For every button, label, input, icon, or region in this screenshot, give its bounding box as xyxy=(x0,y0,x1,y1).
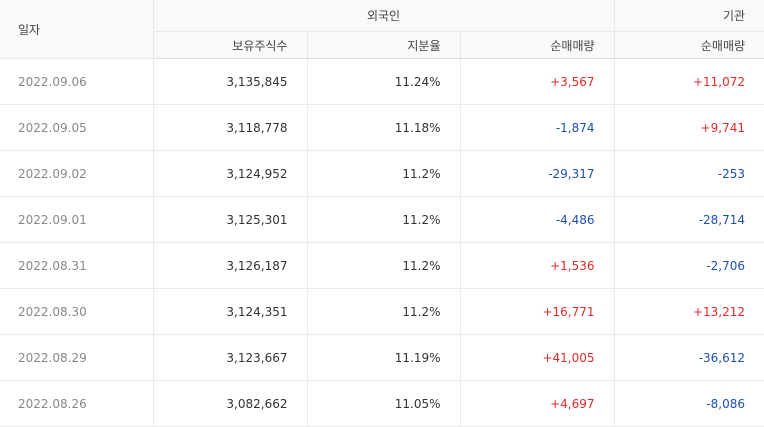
foreign-net-cell: +41,005 xyxy=(460,334,615,381)
ratio-cell: 11.2% xyxy=(307,242,461,289)
date-cell: 2022.09.01 xyxy=(0,196,154,243)
holdings-cell: 3,126,187 xyxy=(153,242,308,289)
ratio-cell: 11.19% xyxy=(307,334,461,381)
foreign-net-cell: +1,536 xyxy=(460,242,615,289)
holdings-cell: 3,123,667 xyxy=(153,334,308,381)
ratio-column-header: 지분율 xyxy=(307,31,461,59)
ratio-cell: 11.05% xyxy=(307,380,461,427)
date-cell: 2022.09.06 xyxy=(0,58,154,105)
ratio-cell: 11.2% xyxy=(307,150,461,197)
foreign-net-cell: -4,486 xyxy=(460,196,615,243)
institution-net-cell: +11,072 xyxy=(614,58,764,105)
date-cell: 2022.08.30 xyxy=(0,288,154,335)
foreign-net-cell: -29,317 xyxy=(460,150,615,197)
foreign-net-column-header: 순매매량 xyxy=(460,31,615,59)
table-row: 2022.08.30 3,124,351 11.2% +16,771 +13,212 xyxy=(0,288,764,335)
holdings-cell: 3,124,351 xyxy=(153,288,308,335)
date-cell: 2022.08.26 xyxy=(0,380,154,427)
institution-net-cell: -253 xyxy=(614,150,764,197)
ratio-cell: 11.2% xyxy=(307,196,461,243)
holdings-cell: 3,125,301 xyxy=(153,196,308,243)
date-column-header: 일자 xyxy=(0,0,154,59)
foreign-net-cell: +4,697 xyxy=(460,380,615,427)
table-row: 2022.08.26 3,082,662 11.05% +4,697 -8,086 xyxy=(0,380,764,427)
institution-net-cell: +9,741 xyxy=(614,104,764,151)
table-row: 2022.09.05 3,118,778 11.18% -1,874 +9,741 xyxy=(0,104,764,151)
date-cell: 2022.09.05 xyxy=(0,104,154,151)
institution-net-cell: +13,212 xyxy=(614,288,764,335)
table-row: 2022.09.01 3,125,301 11.2% -4,486 -28,714 xyxy=(0,196,764,243)
institution-net-column-header: 순매매량 xyxy=(614,31,764,59)
holdings-column-header: 보유주식수 xyxy=(153,31,308,59)
table-row: 2022.08.29 3,123,667 11.19% +41,005 -36,612 xyxy=(0,334,764,381)
ratio-cell: 11.2% xyxy=(307,288,461,335)
table-row: 2022.09.06 3,135,845 11.24% +3,567 +11,072 xyxy=(0,58,764,105)
foreign-group-header: 외국인 xyxy=(153,0,615,32)
date-cell: 2022.08.29 xyxy=(0,334,154,381)
institution-net-cell: -36,612 xyxy=(614,334,764,381)
foreign-net-cell: +3,567 xyxy=(460,58,615,105)
holdings-cell: 3,124,952 xyxy=(153,150,308,197)
foreign-net-cell: +16,771 xyxy=(460,288,615,335)
table-row: 2022.08.31 3,126,187 11.2% +1,536 -2,706 xyxy=(0,242,764,289)
table-row: 2022.09.02 3,124,952 11.2% -29,317 -253 xyxy=(0,150,764,197)
institution-net-cell: -2,706 xyxy=(614,242,764,289)
holdings-cell: 3,135,845 xyxy=(153,58,308,105)
ratio-cell: 11.18% xyxy=(307,104,461,151)
institution-net-cell: -8,086 xyxy=(614,380,764,427)
table-body: 2022.09.06 3,135,845 11.24% +3,567 +11,072 20… xyxy=(0,58,764,427)
institution-net-cell: -28,714 xyxy=(614,196,764,243)
holdings-cell: 3,082,662 xyxy=(153,380,308,427)
holdings-cell: 3,118,778 xyxy=(153,104,308,151)
date-cell: 2022.09.02 xyxy=(0,150,154,197)
table-header: 일자 외국인 기관 보유주식수 지분율 순매매량 순매매량 xyxy=(0,0,764,59)
institution-group-header: 기관 xyxy=(614,0,764,32)
foreign-net-cell: -1,874 xyxy=(460,104,615,151)
ratio-cell: 11.24% xyxy=(307,58,461,105)
date-cell: 2022.08.31 xyxy=(0,242,154,289)
